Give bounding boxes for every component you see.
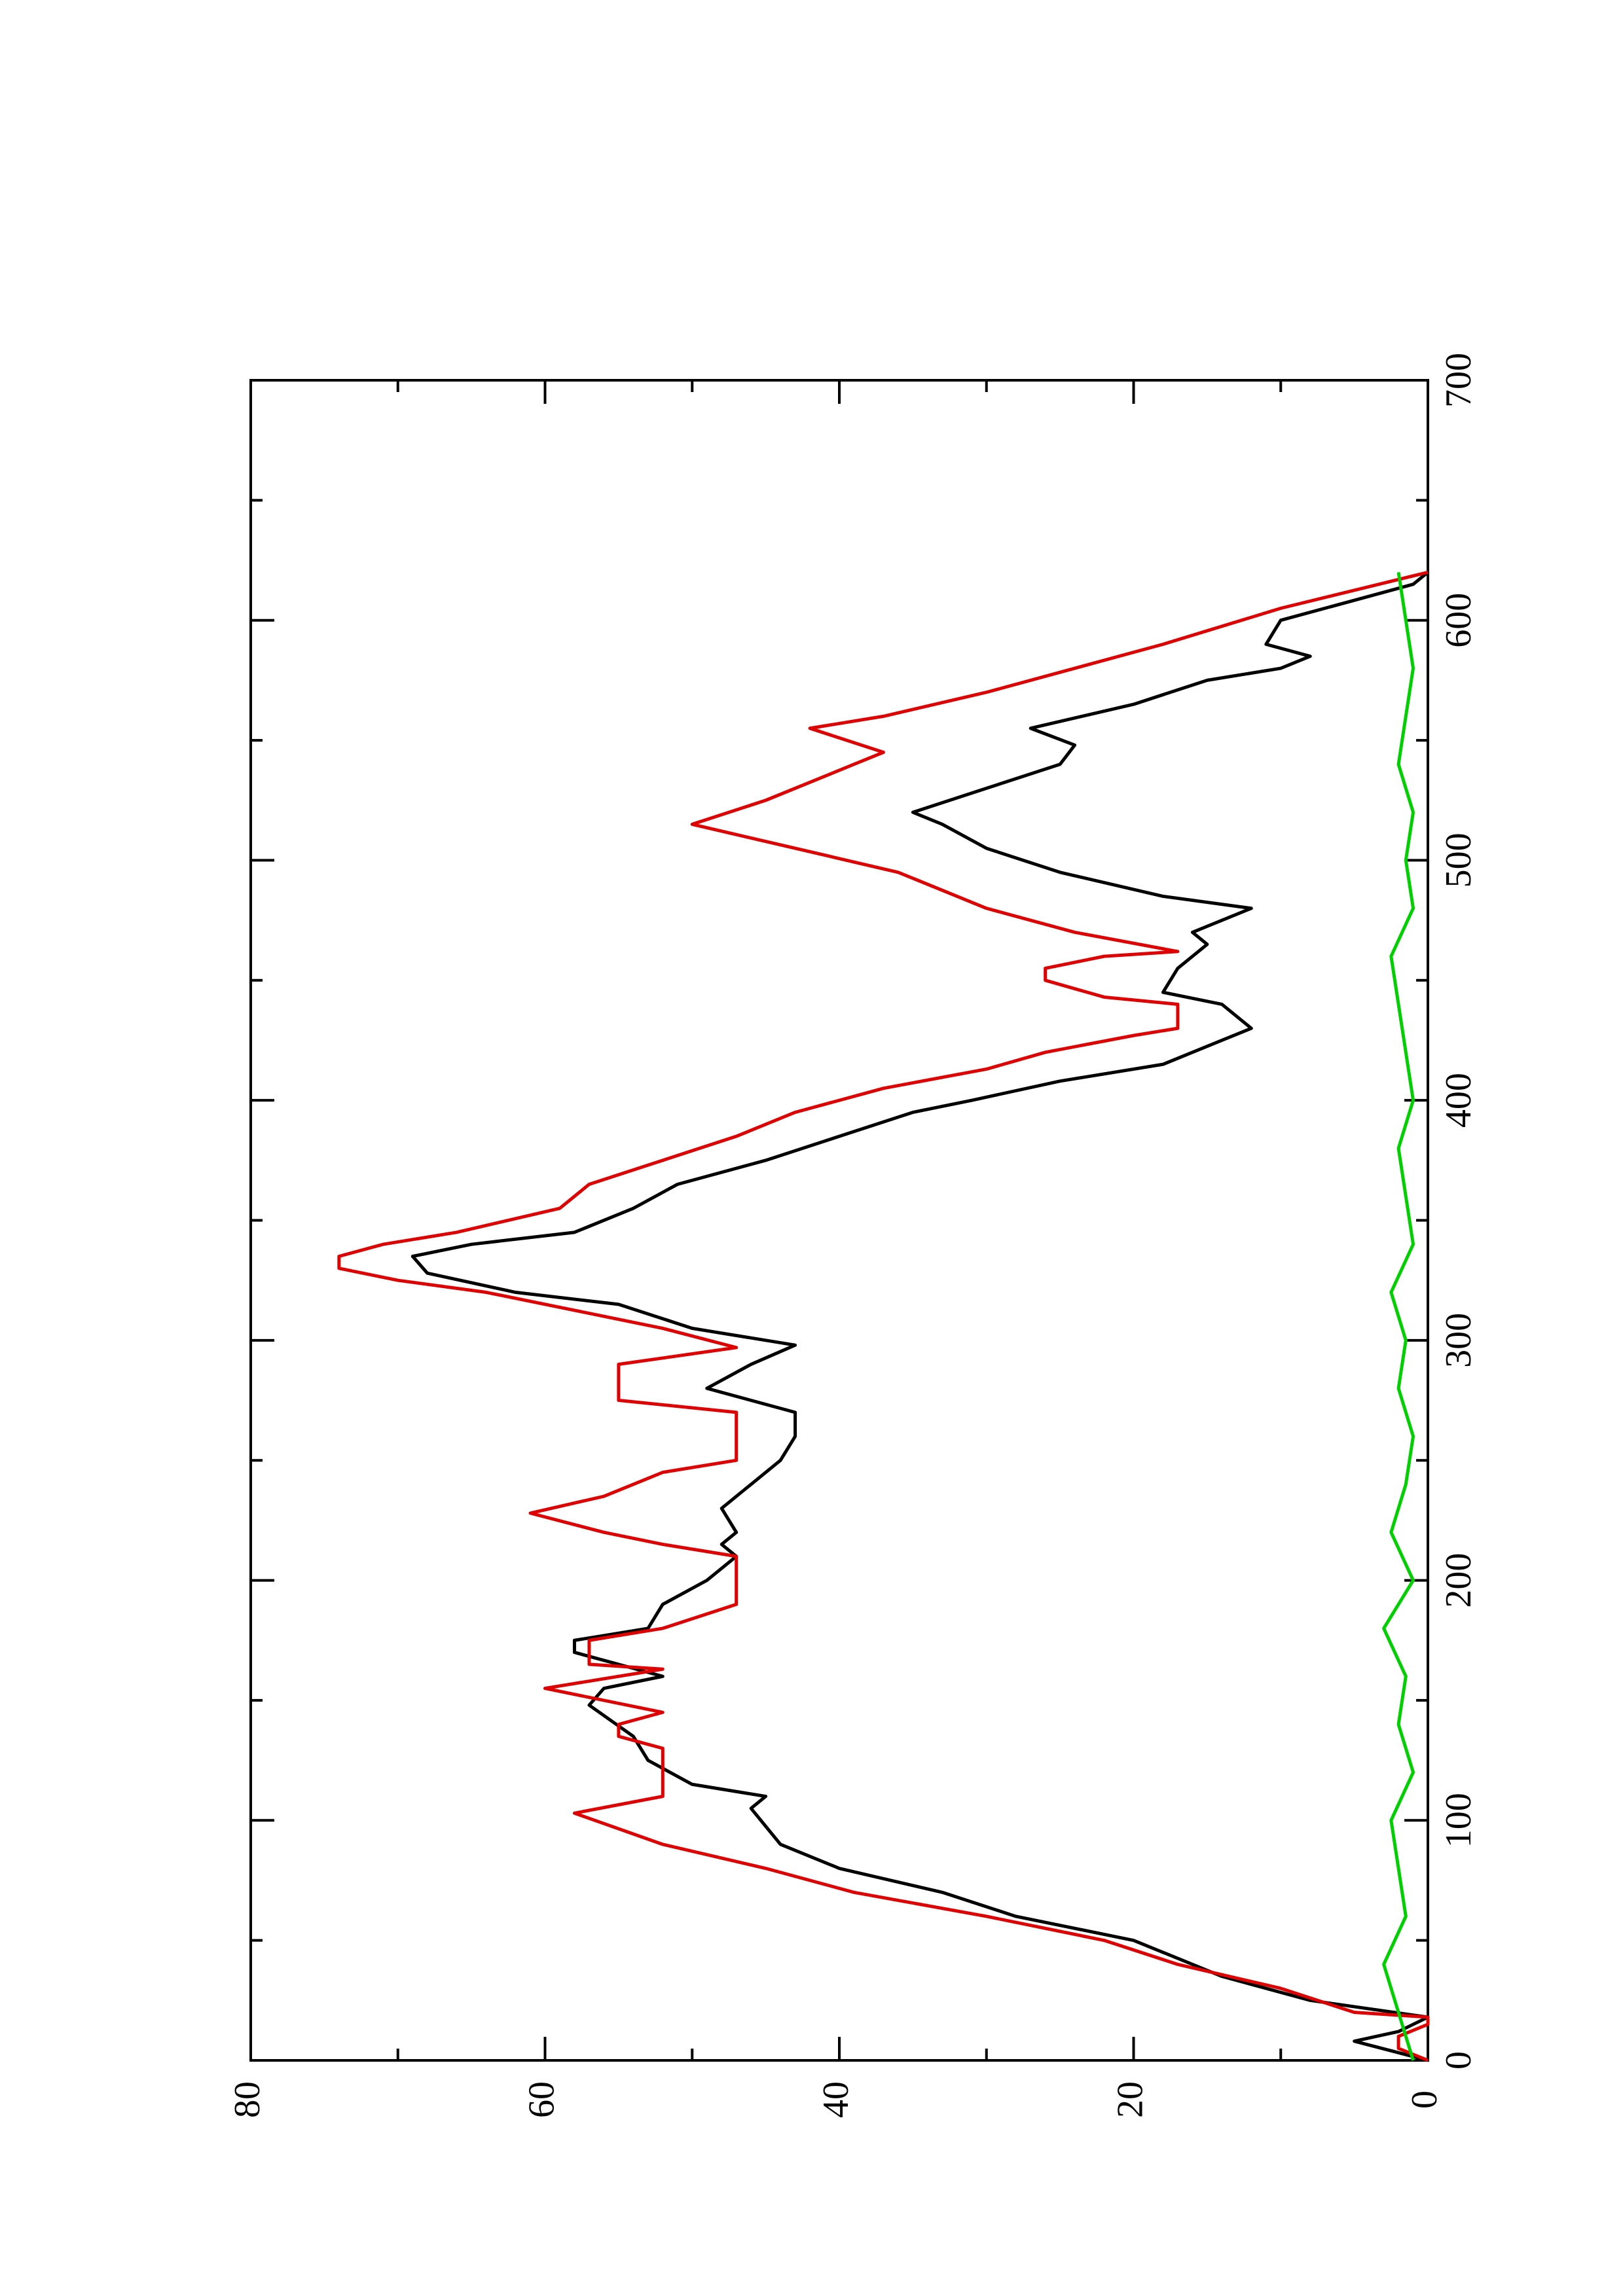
x-tick-label: 400 [1438, 1073, 1479, 1128]
y-tick-label: 60 [521, 2081, 562, 2118]
x-tick-label: 100 [1438, 1793, 1479, 1848]
y-tick-label: 0 [1404, 2090, 1445, 2109]
x-tick-label: 700 [1438, 353, 1479, 408]
plot-frame [249, 379, 1429, 2062]
x-tick-label: 500 [1438, 833, 1479, 888]
x-tick-label: 0 [1438, 2051, 1479, 2070]
y-tick-label: 40 [816, 2081, 856, 2118]
series-line [410, 571, 1430, 2062]
x-tick-label: 200 [1438, 1553, 1479, 1608]
x-tick-label: 300 [1438, 1313, 1479, 1368]
y-tick-label: 80 [227, 2081, 268, 2118]
series-line [1382, 571, 1415, 2061]
y-tick-label: 20 [1110, 2081, 1150, 2118]
x-tick-label: 600 [1438, 593, 1479, 648]
series-line [337, 570, 1430, 2062]
